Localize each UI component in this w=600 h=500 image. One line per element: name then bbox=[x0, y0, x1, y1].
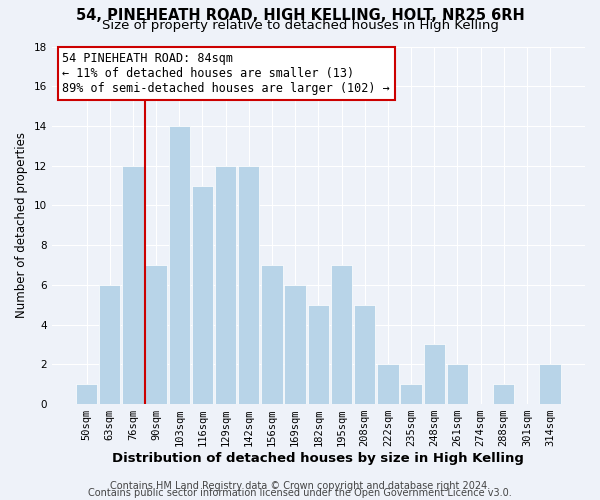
Text: 54, PINEHEATH ROAD, HIGH KELLING, HOLT, NR25 6RH: 54, PINEHEATH ROAD, HIGH KELLING, HOLT, … bbox=[76, 8, 524, 22]
Text: Contains HM Land Registry data © Crown copyright and database right 2024.: Contains HM Land Registry data © Crown c… bbox=[110, 481, 490, 491]
Bar bbox=[539, 364, 561, 404]
Bar bbox=[122, 166, 143, 404]
Bar bbox=[169, 126, 190, 404]
Bar bbox=[493, 384, 514, 404]
Bar bbox=[354, 305, 376, 404]
Y-axis label: Number of detached properties: Number of detached properties bbox=[15, 132, 28, 318]
Bar bbox=[331, 265, 352, 404]
Bar bbox=[76, 384, 97, 404]
Bar bbox=[377, 364, 398, 404]
Bar bbox=[284, 285, 306, 404]
Text: 54 PINEHEATH ROAD: 84sqm
← 11% of detached houses are smaller (13)
89% of semi-d: 54 PINEHEATH ROAD: 84sqm ← 11% of detach… bbox=[62, 52, 390, 95]
X-axis label: Distribution of detached houses by size in High Kelling: Distribution of detached houses by size … bbox=[112, 452, 524, 465]
Bar bbox=[192, 186, 213, 404]
Bar bbox=[238, 166, 259, 404]
Bar bbox=[145, 265, 167, 404]
Bar bbox=[99, 285, 121, 404]
Bar bbox=[262, 265, 283, 404]
Bar bbox=[308, 305, 329, 404]
Bar bbox=[424, 344, 445, 404]
Bar bbox=[215, 166, 236, 404]
Text: Contains public sector information licensed under the Open Government Licence v3: Contains public sector information licen… bbox=[88, 488, 512, 498]
Bar bbox=[447, 364, 468, 404]
Text: Size of property relative to detached houses in High Kelling: Size of property relative to detached ho… bbox=[101, 19, 499, 32]
Bar bbox=[400, 384, 422, 404]
